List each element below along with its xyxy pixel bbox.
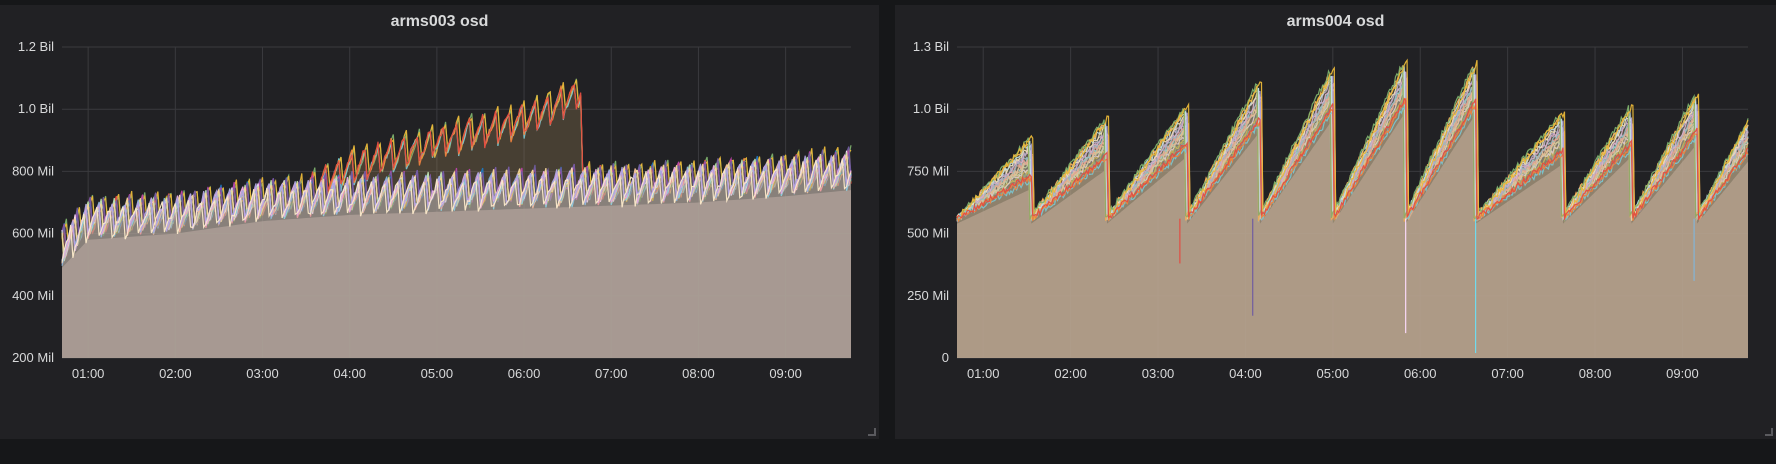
series-area-2 [957,89,1748,359]
panel-title[interactable]: arms003 osd [390,13,489,30]
series-area-1 [62,79,851,359]
series-area-17 [62,155,851,358]
series-area-16 [957,60,1748,358]
series-area-12 [957,71,1748,359]
y-tick-label: 750 Mil [907,163,949,178]
y-tick-label: 200 Mil [12,350,54,365]
series-line-19[interactable] [61,158,852,263]
series-area-19 [62,158,851,358]
y-tick-label: 1.3 Bil [913,39,949,54]
series-area-16 [62,158,851,358]
series-line-19[interactable] [956,97,1749,221]
x-tick-label: 03:00 [246,366,279,381]
x-tick-label: 07:00 [1491,366,1524,381]
x-tick-label: 01:00 [967,366,1000,381]
x-tick-label: 03:00 [1142,366,1175,381]
series-area-9 [957,75,1748,359]
base-fill-area [62,190,851,358]
x-tick-label: 09:00 [769,366,802,381]
x-tick-label: 02:00 [159,366,192,381]
x-tick-label: 08:00 [1579,366,1612,381]
x-tick-label: 05:00 [1317,366,1350,381]
panel-title[interactable]: arms004 osd [1286,13,1385,30]
base-fill-area [957,113,1748,359]
y-tick-label: 400 Mil [12,288,54,303]
y-tick-label: 800 Mil [12,163,54,178]
y-tick-label: 0 [942,350,949,365]
panel-arms003-osd: arms003 osd 200 Mil 400 Mil 600 Mil 800 Mil… [0,5,879,439]
y-tick-label: 500 Mil [907,226,949,241]
x-tick-label: 02:00 [1054,366,1087,381]
x-tick-label: 09:00 [1666,366,1699,381]
series-area-11 [957,71,1748,358]
series-area-7 [957,81,1748,358]
chart-arms004-osd: 0 250 Mil 500 Mil 750 Mil 1.0 Bil 1.3 Bil 01:0… [907,39,1749,381]
x-tick-label: 05:00 [421,366,454,381]
series-area-3 [62,85,851,358]
series-area-10 [957,71,1748,358]
series-area-4 [957,88,1748,358]
chart-arms003-osd: 200 Mil 400 Mil 600 Mil 800 Mil 1.0 Bil 1.2 B… [12,39,852,381]
resize-handle[interactable] [1765,428,1773,436]
y-tick-label: 1.0 Bil [18,101,54,116]
series-area-17 [957,102,1748,358]
panel-arms004-osd: arms004 osd 0 250 Mil 500 Mil 750 Mil 1.0 Bi… [895,5,1776,439]
series-area-15 [62,156,851,358]
x-tick-label: 06:00 [1404,366,1437,381]
series-area-14 [957,65,1748,358]
x-tick-label: 04:00 [333,366,366,381]
y-tick-label: 1.0 Bil [913,101,949,116]
series-area-4 [62,84,851,359]
series-area-6 [957,84,1748,359]
series-area-8 [957,78,1748,359]
series-line-7[interactable] [61,146,852,256]
x-tick-label: 08:00 [682,366,715,381]
x-tick-label: 04:00 [1229,366,1262,381]
series-area-0 [62,78,851,359]
x-tick-label: 06:00 [508,366,541,381]
series-line-15[interactable] [956,64,1749,221]
x-tick-label: 07:00 [595,366,628,381]
series-area-13 [957,66,1748,359]
series-group [956,58,1749,359]
series-line-16[interactable] [956,58,1749,221]
resize-handle[interactable] [868,428,876,436]
series-area-13 [62,157,851,358]
series-area-14 [62,161,851,358]
x-tick-label: 01:00 [72,366,105,381]
y-tick-label: 600 Mil [12,226,54,241]
y-tick-label: 1.2 Bil [18,39,54,54]
series-line-12[interactable] [956,71,1749,221]
series-group [61,78,852,359]
series-line-10[interactable] [956,71,1749,221]
series-area-18 [62,155,851,358]
series-area-2 [62,85,851,359]
series-area-15 [957,66,1748,358]
y-tick-label: 250 Mil [907,288,949,303]
series-area-5 [957,83,1748,358]
